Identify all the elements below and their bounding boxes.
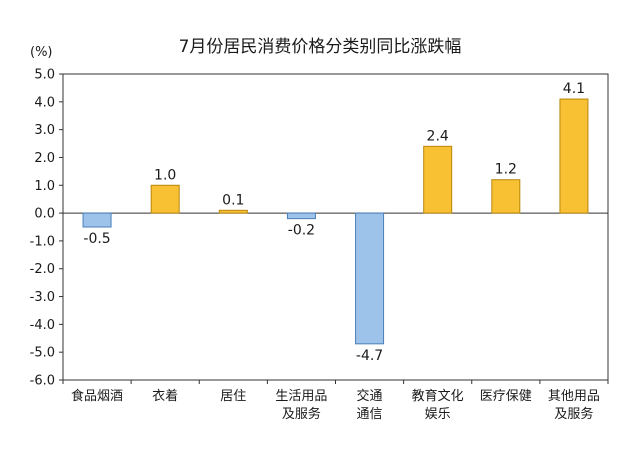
plot-frame — [62, 73, 609, 381]
bar — [82, 212, 112, 228]
y-tick-label: 1.0 — [34, 179, 55, 194]
data-label: 1.2 — [495, 162, 517, 178]
bar — [559, 98, 589, 214]
y-tick-label: -3.0 — [30, 290, 55, 305]
bar — [286, 212, 316, 220]
chart-title: 7月份居民消费价格分类别同比涨跌幅 — [178, 37, 462, 57]
category-label: 娱乐 — [425, 407, 451, 422]
category-label: 衣着 — [152, 388, 178, 404]
data-label: 0.1 — [222, 192, 244, 208]
y-tick-label: -4.0 — [30, 318, 55, 333]
bar — [150, 184, 180, 214]
category-label: 居住 — [220, 389, 246, 404]
data-label: -0.2 — [288, 223, 315, 239]
y-tick-label: -6.0 — [30, 374, 55, 389]
category-label: 及服务 — [282, 406, 321, 422]
y-tick-label: 3.0 — [34, 123, 55, 138]
y-tick-label: -1.0 — [30, 234, 55, 249]
category-label: 交通 — [357, 388, 383, 404]
data-label: 2.4 — [427, 128, 449, 144]
category-label: 通信 — [357, 407, 383, 422]
y-tick-label: 0.0 — [34, 207, 55, 222]
bar — [355, 212, 385, 345]
bar — [423, 145, 453, 214]
data-label: 1.0 — [154, 167, 176, 183]
bar — [218, 209, 248, 214]
y-tick-label: 4.0 — [34, 95, 55, 110]
bar — [491, 179, 521, 214]
data-label: -0.5 — [83, 231, 110, 247]
y-tick-label: 5.0 — [34, 68, 55, 83]
category-label: 医疗保健 — [480, 389, 532, 404]
y-tick-label: -2.0 — [30, 262, 55, 277]
category-label: 生活用品 — [275, 389, 327, 404]
y-tick-label: -5.0 — [30, 346, 55, 361]
category-label: 及服务 — [554, 406, 593, 422]
category-label: 其他用品 — [548, 389, 600, 404]
y-tick-label: 2.0 — [34, 151, 55, 166]
category-label: 食品烟酒 — [71, 388, 123, 404]
category-label: 教育文化 — [412, 388, 464, 404]
data-label: -4.7 — [356, 348, 383, 364]
data-label: 4.1 — [563, 81, 585, 97]
y-unit-label: (%) — [30, 45, 53, 60]
